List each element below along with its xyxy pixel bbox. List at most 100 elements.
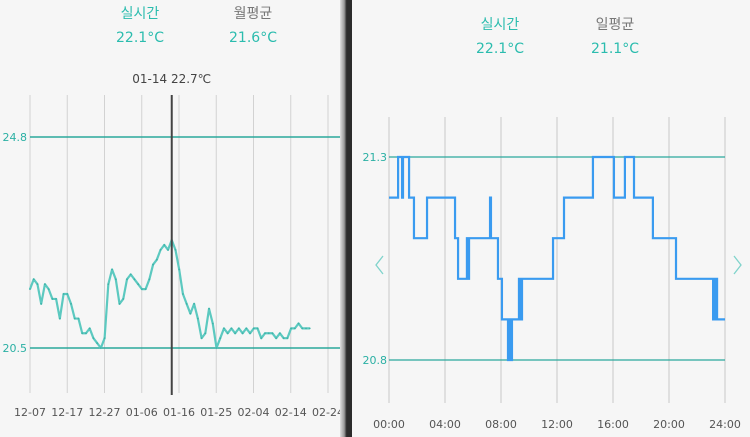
x-tick-label: 12-27 xyxy=(89,406,121,419)
x-tick-label: 04:00 xyxy=(429,418,461,431)
data-point xyxy=(219,337,222,340)
x-tick-label: 00:00 xyxy=(373,418,405,431)
data-point xyxy=(40,302,43,305)
daily-average-label: 일평균 xyxy=(595,17,635,33)
x-tick-label: 16:00 xyxy=(597,418,629,431)
data-point xyxy=(126,278,128,281)
cursor-label: 01-14 22.7℃ xyxy=(132,72,211,86)
data-point xyxy=(271,332,274,335)
data-point xyxy=(178,268,181,271)
data-point xyxy=(282,337,285,340)
data-point xyxy=(148,278,151,281)
data-point xyxy=(159,248,162,251)
data-point xyxy=(152,263,154,266)
data-point xyxy=(297,322,300,325)
realtime-label: 실시간 xyxy=(480,17,520,33)
data-point xyxy=(92,337,95,340)
data-point xyxy=(114,278,117,281)
data-point xyxy=(77,317,80,320)
data-point xyxy=(260,337,263,340)
data-point xyxy=(107,283,110,286)
data-point xyxy=(279,332,281,335)
data-point xyxy=(308,327,311,330)
monthly-temperature-chart[interactable]: 12-07 12-17 12-27 01-06 01-16 01-25 02-04 02-14… xyxy=(0,0,345,437)
data-point xyxy=(230,327,233,330)
data-point xyxy=(81,332,84,335)
data-point xyxy=(96,342,99,344)
x-tick-label: 08:00 xyxy=(485,418,517,431)
data-point xyxy=(144,288,147,291)
data-point xyxy=(249,332,251,335)
daily-average-value: 21.1°C xyxy=(591,41,639,57)
panel-divider xyxy=(340,0,352,437)
data-point xyxy=(223,327,225,330)
x-tick-label: 01-16 xyxy=(163,406,195,419)
monthly-average-stat: 월평균 21.6°C xyxy=(203,5,303,47)
data-point xyxy=(137,283,140,286)
data-point xyxy=(264,332,266,335)
data-point xyxy=(305,327,307,330)
data-point xyxy=(70,302,72,305)
data-point xyxy=(193,302,196,305)
reference-label: 21.3 xyxy=(363,151,388,164)
data-point xyxy=(73,317,76,320)
monthly-average-label: 월평균 xyxy=(233,6,273,22)
data-point xyxy=(234,332,237,335)
data-point xyxy=(241,332,244,335)
reference-label: 20.8 xyxy=(363,354,388,367)
data-point xyxy=(301,327,304,330)
data-point xyxy=(99,347,102,349)
data-point xyxy=(196,317,199,320)
data-point xyxy=(252,327,255,330)
data-point xyxy=(51,298,54,300)
data-point xyxy=(118,302,121,305)
data-point xyxy=(189,312,192,315)
realtime-value: 22.1°C xyxy=(116,30,164,46)
data-point xyxy=(29,288,31,291)
x-tick-label: 24:00 xyxy=(709,418,741,431)
data-point xyxy=(58,317,61,320)
reference-label: 20.5 xyxy=(3,342,28,355)
data-point xyxy=(215,347,218,349)
data-point xyxy=(47,288,50,291)
data-point xyxy=(237,327,240,330)
data-point xyxy=(85,332,87,335)
data-point xyxy=(129,273,132,276)
data-point xyxy=(44,283,46,286)
monthly-panel: 실시간 22.1°C 월평균 21.6°C 12-07 12-17 12-27 01-… xyxy=(0,0,345,437)
temperature-line xyxy=(28,238,310,350)
data-point xyxy=(88,327,91,330)
realtime-stat: 실시간 22.1°C xyxy=(450,16,550,58)
data-point xyxy=(275,337,278,340)
x-tick-label: 01-25 xyxy=(200,406,232,419)
data-point xyxy=(163,244,166,246)
data-point xyxy=(182,293,184,295)
data-point xyxy=(267,332,270,335)
x-tick-label: 02-14 xyxy=(275,406,307,419)
data-point xyxy=(103,337,106,340)
data-point xyxy=(122,298,125,300)
x-tick-label: 02-24 xyxy=(312,406,344,419)
data-point xyxy=(200,337,203,340)
data-point xyxy=(185,302,188,305)
daily-temperature-chart[interactable]: 00:00 04:00 08:00 12:00 16:00 20:00 24:00 21.3 2… xyxy=(352,0,750,437)
chevron-left-icon[interactable] xyxy=(375,255,384,275)
data-point xyxy=(155,258,158,261)
data-point xyxy=(290,327,292,330)
x-tick-label: 20:00 xyxy=(653,418,685,431)
data-point xyxy=(111,268,113,271)
x-tick-label: 12:00 xyxy=(541,418,573,431)
realtime-stat: 실시간 22.1°C xyxy=(90,5,190,47)
daily-panel: 실시간 22.1°C 일평균 21.1°C 00:00 04:00 08:00 12:… xyxy=(352,0,750,437)
chevron-right-icon[interactable] xyxy=(733,255,742,275)
realtime-label: 실시간 xyxy=(120,6,160,22)
temperature-step-line xyxy=(389,155,725,362)
realtime-value: 22.1°C xyxy=(476,41,524,57)
data-point xyxy=(208,307,210,310)
reference-label: 24.8 xyxy=(3,131,28,144)
data-point xyxy=(62,293,65,295)
daily-average-stat: 일평균 21.1°C xyxy=(565,16,665,58)
x-tick-label: 01-06 xyxy=(126,406,158,419)
monthly-average-value: 21.6°C xyxy=(229,30,277,46)
data-point xyxy=(245,327,248,330)
